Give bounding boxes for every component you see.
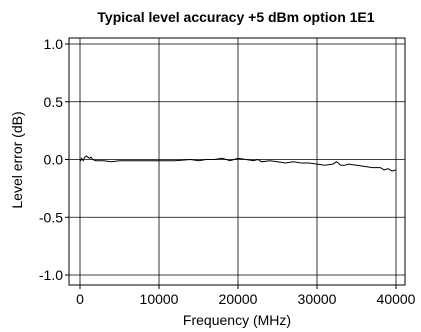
chart-title: Typical level accuracy +5 dBm option 1E1 (97, 9, 374, 25)
y-axis-label: Level error (dB) (9, 111, 25, 208)
y-tick-label: 1.0 (44, 36, 64, 52)
y-tick-label: 0.5 (44, 94, 64, 110)
y-tick-label: 0.0 (44, 152, 64, 168)
y-tick-label: -0.5 (39, 209, 63, 225)
x-tick-label: 20000 (219, 291, 258, 307)
y-axis-ticks: 1.0 0.5 0.0 -0.5 -1.0 (39, 36, 69, 283)
x-tick-label: 30000 (298, 291, 337, 307)
series-line (79, 155, 397, 172)
grid-lines (69, 38, 405, 285)
series-group (79, 155, 397, 172)
x-axis-label: Frequency (MHz) (183, 312, 291, 328)
x-tick-label: 10000 (140, 291, 179, 307)
x-tick-label: 0 (76, 291, 84, 307)
y-tick-label: -1.0 (39, 267, 63, 283)
x-tick-label: 40000 (377, 291, 416, 307)
plot-frame (68, 37, 406, 286)
x-axis-ticks: 0 10000 20000 30000 40000 (76, 285, 416, 307)
